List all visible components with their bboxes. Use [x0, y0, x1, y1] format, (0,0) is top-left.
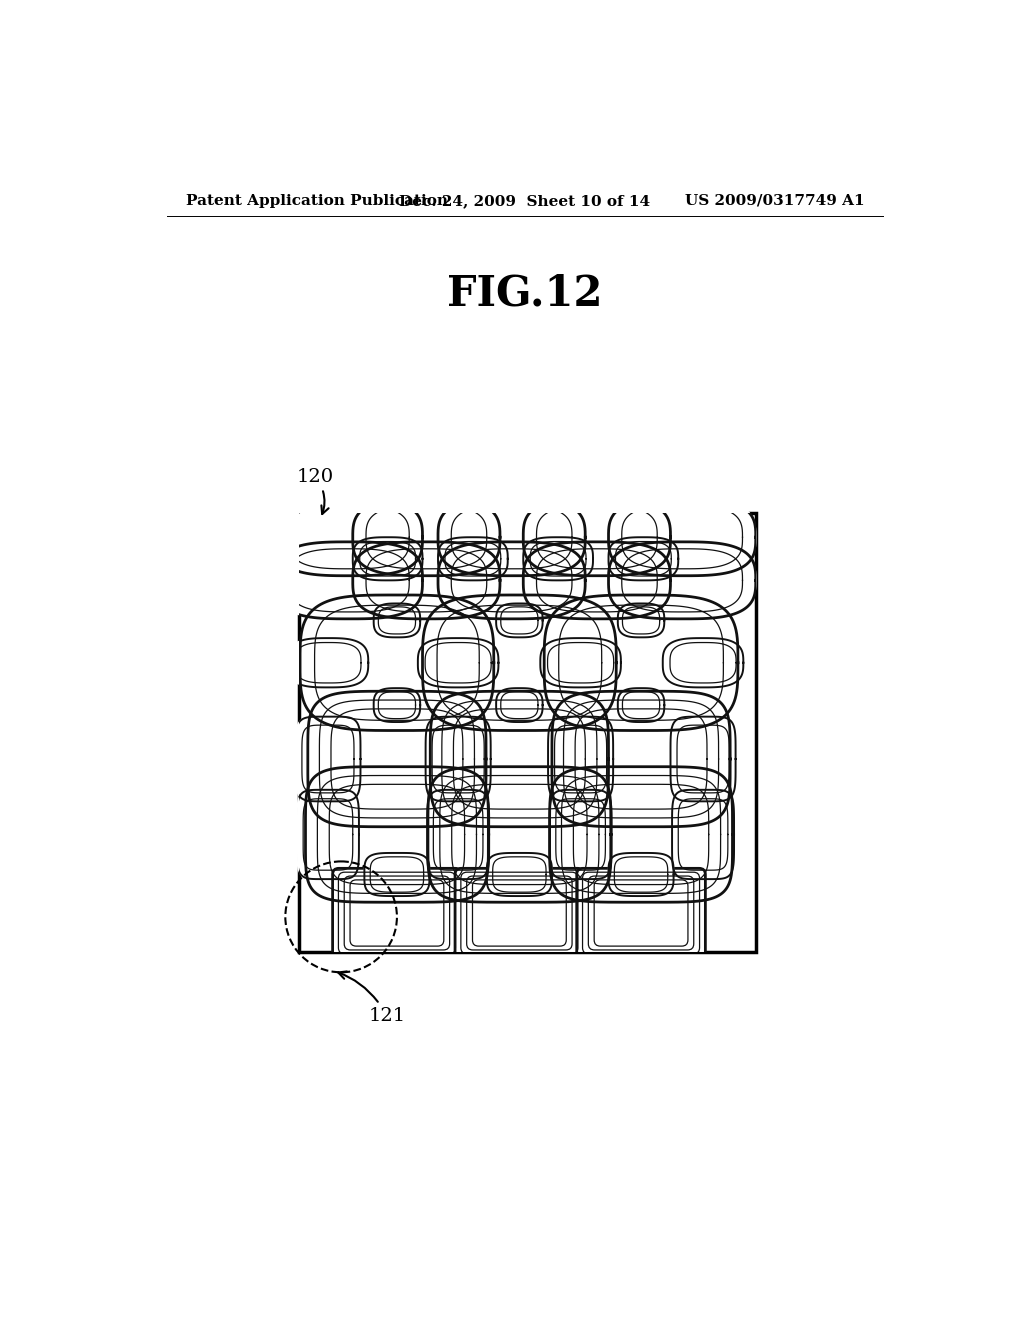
- Text: 121: 121: [338, 972, 406, 1024]
- Polygon shape: [438, 499, 586, 576]
- FancyBboxPatch shape: [333, 869, 461, 958]
- Polygon shape: [305, 767, 488, 902]
- Polygon shape: [608, 537, 678, 581]
- Text: FIG.12: FIG.12: [447, 272, 602, 314]
- Polygon shape: [418, 638, 499, 688]
- Polygon shape: [617, 603, 665, 638]
- Polygon shape: [288, 638, 369, 688]
- Polygon shape: [486, 853, 552, 896]
- Polygon shape: [275, 499, 423, 576]
- Polygon shape: [523, 543, 671, 619]
- Polygon shape: [374, 688, 420, 722]
- FancyBboxPatch shape: [577, 869, 706, 958]
- Polygon shape: [352, 499, 500, 576]
- Bar: [299, 512, 756, 952]
- Polygon shape: [352, 543, 500, 619]
- Polygon shape: [548, 717, 613, 801]
- Polygon shape: [438, 543, 586, 619]
- Polygon shape: [430, 692, 608, 826]
- Polygon shape: [523, 499, 671, 576]
- Polygon shape: [300, 595, 494, 730]
- Polygon shape: [544, 595, 738, 730]
- Polygon shape: [295, 717, 360, 801]
- Polygon shape: [427, 789, 489, 879]
- Polygon shape: [374, 603, 420, 638]
- Text: Dec. 24, 2009  Sheet 10 of 14: Dec. 24, 2009 Sheet 10 of 14: [399, 194, 650, 207]
- Polygon shape: [550, 789, 611, 879]
- Polygon shape: [550, 767, 732, 902]
- Text: 120: 120: [297, 467, 334, 513]
- Polygon shape: [428, 767, 611, 902]
- Text: Patent Application Publication: Patent Application Publication: [186, 194, 449, 207]
- Text: US 2009/0317749 A1: US 2009/0317749 A1: [685, 194, 864, 207]
- Polygon shape: [497, 603, 543, 638]
- Polygon shape: [608, 499, 756, 576]
- Polygon shape: [672, 789, 734, 879]
- Polygon shape: [608, 853, 674, 896]
- Polygon shape: [497, 688, 543, 722]
- Polygon shape: [275, 543, 423, 619]
- Polygon shape: [352, 537, 423, 581]
- Polygon shape: [426, 717, 490, 801]
- Polygon shape: [523, 537, 593, 581]
- Polygon shape: [541, 638, 621, 688]
- Polygon shape: [297, 789, 359, 879]
- Polygon shape: [423, 595, 616, 730]
- Polygon shape: [608, 543, 756, 619]
- Polygon shape: [663, 638, 743, 688]
- Polygon shape: [552, 692, 730, 826]
- Polygon shape: [365, 853, 429, 896]
- FancyBboxPatch shape: [455, 869, 584, 958]
- Polygon shape: [438, 537, 508, 581]
- Polygon shape: [617, 688, 665, 722]
- Polygon shape: [671, 717, 735, 801]
- Polygon shape: [308, 692, 486, 826]
